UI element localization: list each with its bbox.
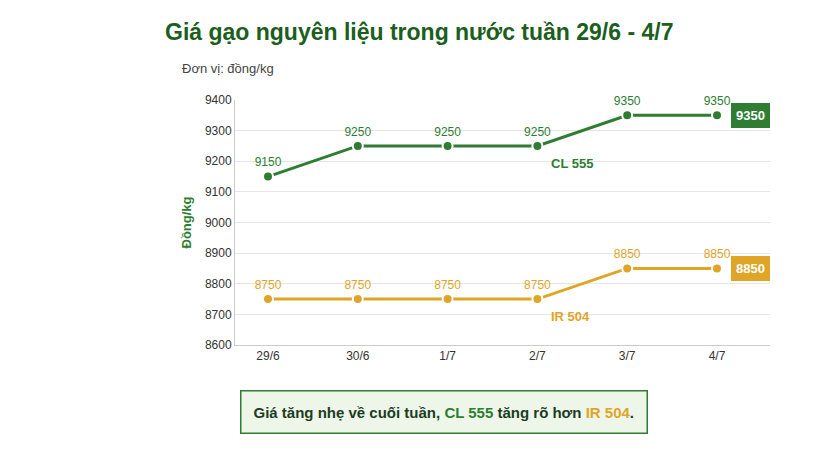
svg-text:9250: 9250	[524, 125, 551, 139]
svg-text:9100: 9100	[205, 185, 232, 199]
svg-text:2/7: 2/7	[529, 349, 546, 363]
svg-text:9350: 9350	[736, 108, 765, 123]
svg-text:8600: 8600	[205, 338, 232, 352]
svg-text:Giá tăng nhẹ về cuối tuần, CL: Giá tăng nhẹ về cuối tuần, CL 555 tăng r…	[254, 404, 635, 421]
svg-text:8850: 8850	[704, 247, 731, 261]
svg-text:8800: 8800	[205, 277, 232, 291]
svg-text:9300: 9300	[205, 124, 232, 138]
svg-text:8850: 8850	[736, 261, 765, 276]
svg-text:9150: 9150	[255, 155, 282, 169]
svg-text:8850: 8850	[614, 247, 641, 261]
svg-text:3/7: 3/7	[619, 349, 636, 363]
svg-text:9000: 9000	[205, 216, 232, 230]
svg-text:IR 504: IR 504	[551, 309, 590, 324]
svg-text:8750: 8750	[434, 278, 461, 292]
svg-text:30/6: 30/6	[346, 349, 370, 363]
svg-text:9350: 9350	[704, 94, 731, 108]
svg-text:29/6: 29/6	[256, 349, 280, 363]
svg-text:9250: 9250	[344, 125, 371, 139]
svg-text:8750: 8750	[344, 278, 371, 292]
svg-text:Đơn vị: đồng/kg: Đơn vị: đồng/kg	[182, 61, 274, 76]
svg-text:9250: 9250	[434, 125, 461, 139]
svg-text:9350: 9350	[614, 94, 641, 108]
svg-text:1/7: 1/7	[439, 349, 456, 363]
svg-text:Đồng/kg: Đồng/kg	[179, 196, 194, 248]
svg-text:9200: 9200	[205, 154, 232, 168]
svg-text:8750: 8750	[255, 278, 282, 292]
svg-text:Giá gạo nguyên liệu trong nước: Giá gạo nguyên liệu trong nước tuần 29/6…	[165, 19, 673, 45]
svg-text:8900: 8900	[205, 246, 232, 260]
svg-text:4/7: 4/7	[709, 349, 726, 363]
svg-text:8700: 8700	[205, 308, 232, 322]
svg-text:CL 555: CL 555	[551, 156, 593, 171]
svg-text:8750: 8750	[524, 278, 551, 292]
svg-text:9400: 9400	[205, 93, 232, 107]
